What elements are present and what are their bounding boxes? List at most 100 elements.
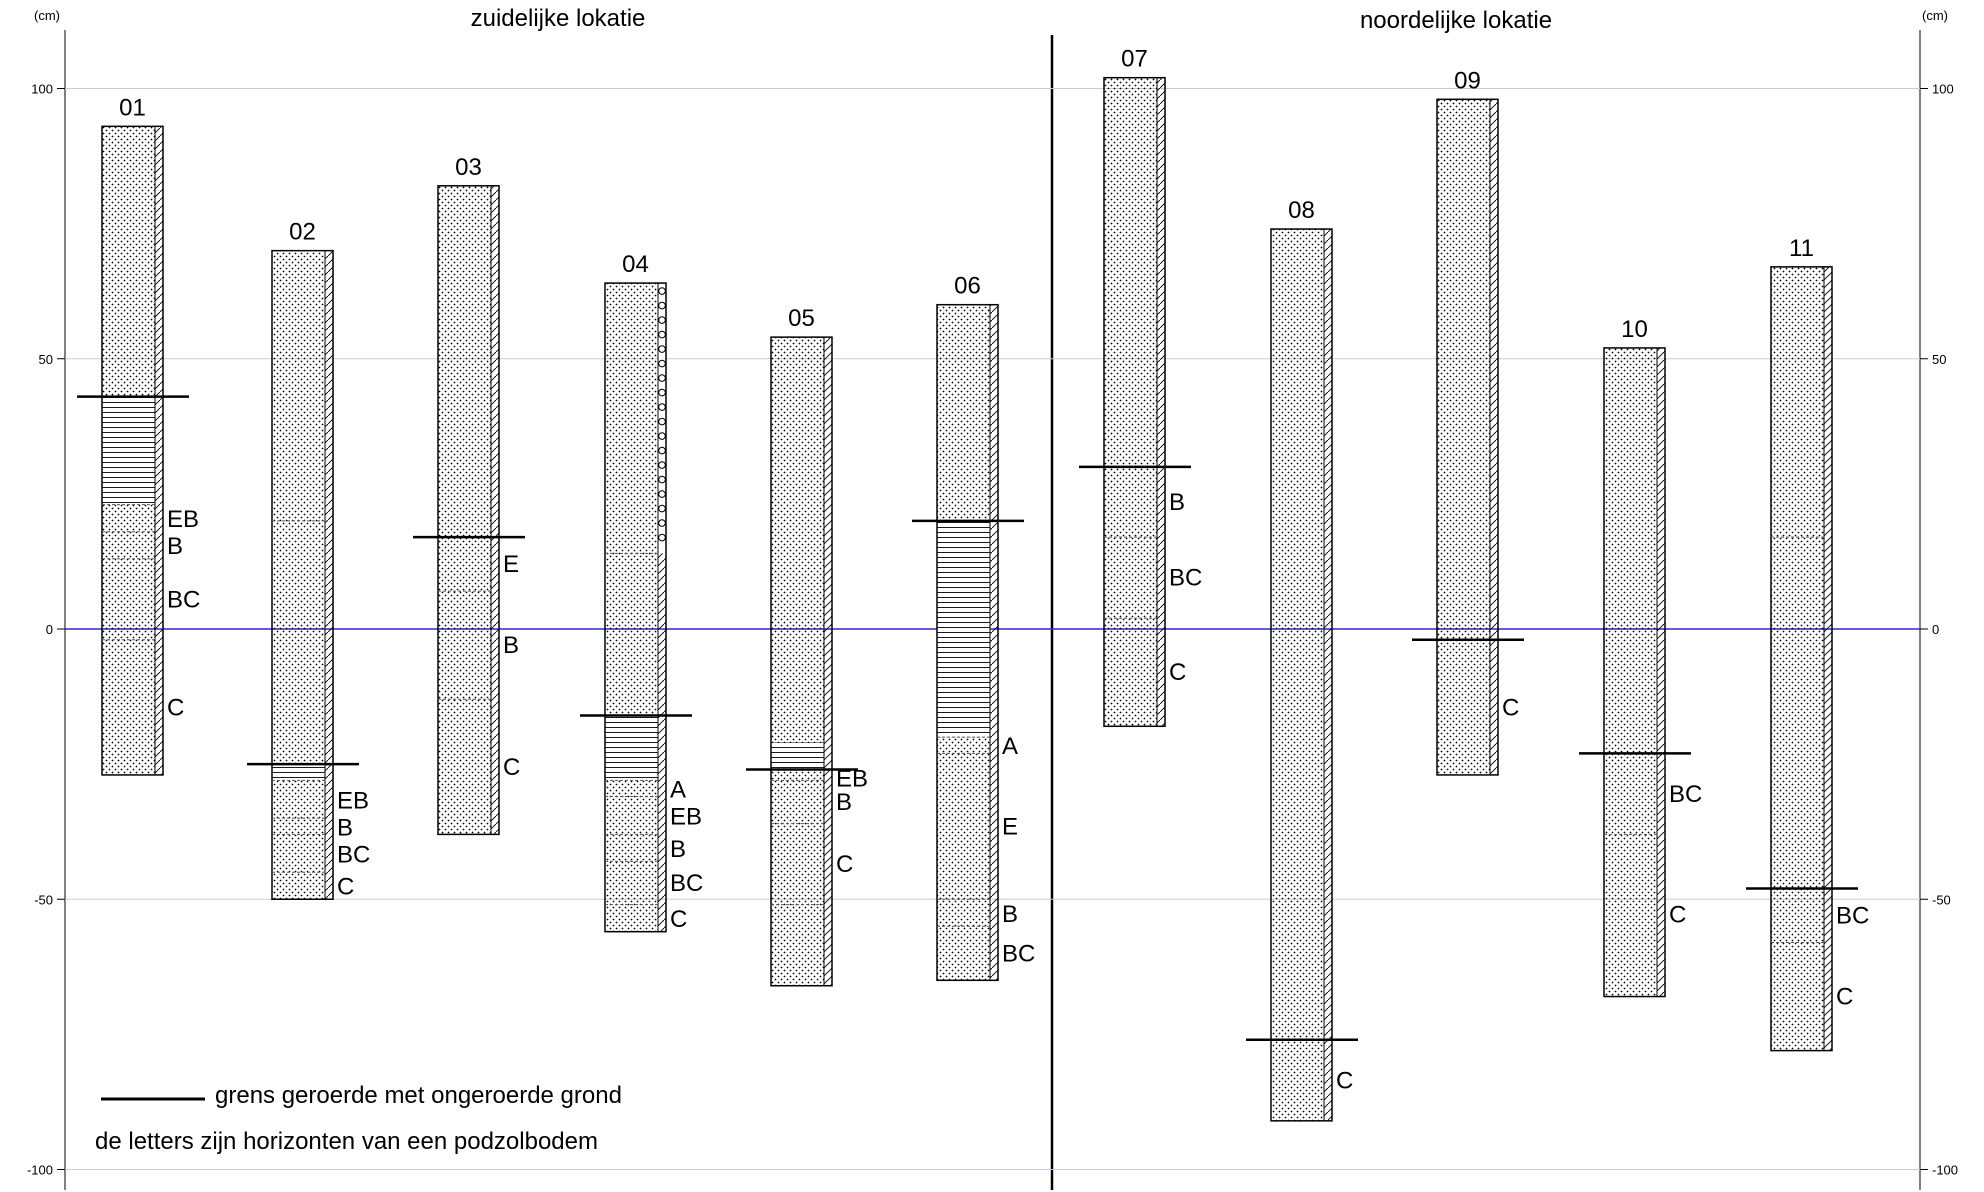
core-side-strip [1824,266,1832,1051]
horizon-label: A [1002,733,1018,760]
gravel-mark [658,388,666,397]
core-label: 04 [622,251,649,278]
core-label: 06 [954,273,981,300]
right-tick-label: -50 [1932,892,1951,907]
horizon-label: BC [337,841,370,868]
legend-boundary-text: grens geroerde met ongeroerde grond [215,1082,622,1109]
horizon-label: B [1169,489,1185,516]
left-tick-label: 100 [31,82,53,97]
horizon-label: A [670,776,686,803]
left-tick-label: 0 [46,622,53,637]
horizon-label: C [836,851,853,878]
core-side-strip [1157,77,1165,727]
axis-ticks: 100 100 50 50 0 0 -50 -50 -100 -100 [27,82,1958,1178]
gravel-mark [658,490,666,498]
core-label: 02 [289,219,316,246]
gravel-mark [658,316,666,324]
left-tick-label: -100 [27,1163,53,1178]
core-label: 09 [1454,67,1481,94]
core-body [605,283,658,932]
core-outline [1436,98,1499,776]
core-outline [271,249,334,900]
title-south-location: zuidelijke lokatie [471,5,646,32]
gravel-mark [658,475,666,484]
horizon-label: E [503,551,519,578]
horizon-label: C [337,874,354,901]
core-09: 09 C [1412,67,1524,776]
gravel-mark [658,330,666,339]
horizon-label: C [167,694,184,721]
laminated-layer [937,520,990,738]
core-side-strip [155,126,163,775]
core-outline [604,282,667,933]
core-side-strip [491,185,499,835]
horizon-label: BC [670,870,703,897]
left-tick-label: -50 [34,892,53,907]
gravel-mark [658,301,666,310]
left-axis-unit: (cm) [34,8,60,23]
gravel-mark [658,519,666,527]
legend-horizons-text: de letters zijn horizonten van een podzo… [95,1128,598,1155]
core-label: 11 [1789,235,1814,262]
horizon-label: BC [1669,781,1702,808]
title-north-location: noordelijke lokatie [1360,7,1552,34]
core-outline [1603,347,1666,998]
horizon-label: B [670,836,686,863]
gravel-mark [658,403,666,411]
left-tick-label: 50 [39,352,53,367]
core-01: 01 EBB BC C [77,94,200,776]
gravel-mark [658,345,666,353]
core-side-strip [1657,347,1665,997]
laminated-layer [272,764,325,781]
horizon-label: BC [167,586,200,613]
right-tick-label: 0 [1932,622,1939,637]
core-side-strip [325,250,333,900]
core-body [1437,99,1490,775]
horizon-label: B [1002,901,1018,928]
horizon-label: EB [670,803,702,830]
horizon-label: B [167,533,183,560]
core-10: 10 BC C [1579,316,1702,998]
core-label: 03 [455,154,482,181]
core-label: 10 [1621,316,1648,343]
gravel-mark [658,417,666,426]
laminated-layer [605,715,658,781]
core-11: 11 BC C [1746,235,1869,1052]
core-03: 03 E B C [413,154,525,836]
core-outline [770,336,833,987]
core-side-strip [990,304,998,981]
core-side-strip [1490,99,1498,775]
core-label: 01 [119,94,146,121]
core-outline [1270,228,1333,1122]
right-tick-label: 100 [1932,82,1954,97]
laminated-layer [102,396,155,505]
core-outline [1103,76,1166,728]
core-side-strip [658,283,666,932]
core-08: 08 C [1246,197,1358,1122]
horizon-label: B [503,632,519,659]
gravel-mark [658,533,666,542]
gravel-mark [658,359,666,368]
horizon-label: E [1002,813,1018,840]
core-body [771,337,824,986]
horizon-label: C [1336,1067,1353,1094]
gravel-mark [658,432,666,440]
soil-cores: 01EBBBCC02EBBBCC03EBC04AEBBBCC05EBBC06AE… [77,46,1869,1122]
core-outline [936,303,999,982]
horizon-label: BC [1169,565,1202,592]
gravel-mark [658,461,666,469]
right-tick-label: -100 [1932,1163,1958,1178]
horizon-label: C [1502,694,1519,721]
horizon-label: BC [1002,940,1035,967]
core-outline [437,185,500,836]
core-body [1271,229,1324,1121]
core-04: 04 AEB B BC C [580,251,703,933]
horizon-label: C [670,906,687,933]
core-label: 08 [1288,197,1315,224]
core-body [1771,266,1824,1051]
horizon-label: B [836,789,852,816]
core-side-strip [824,337,832,986]
